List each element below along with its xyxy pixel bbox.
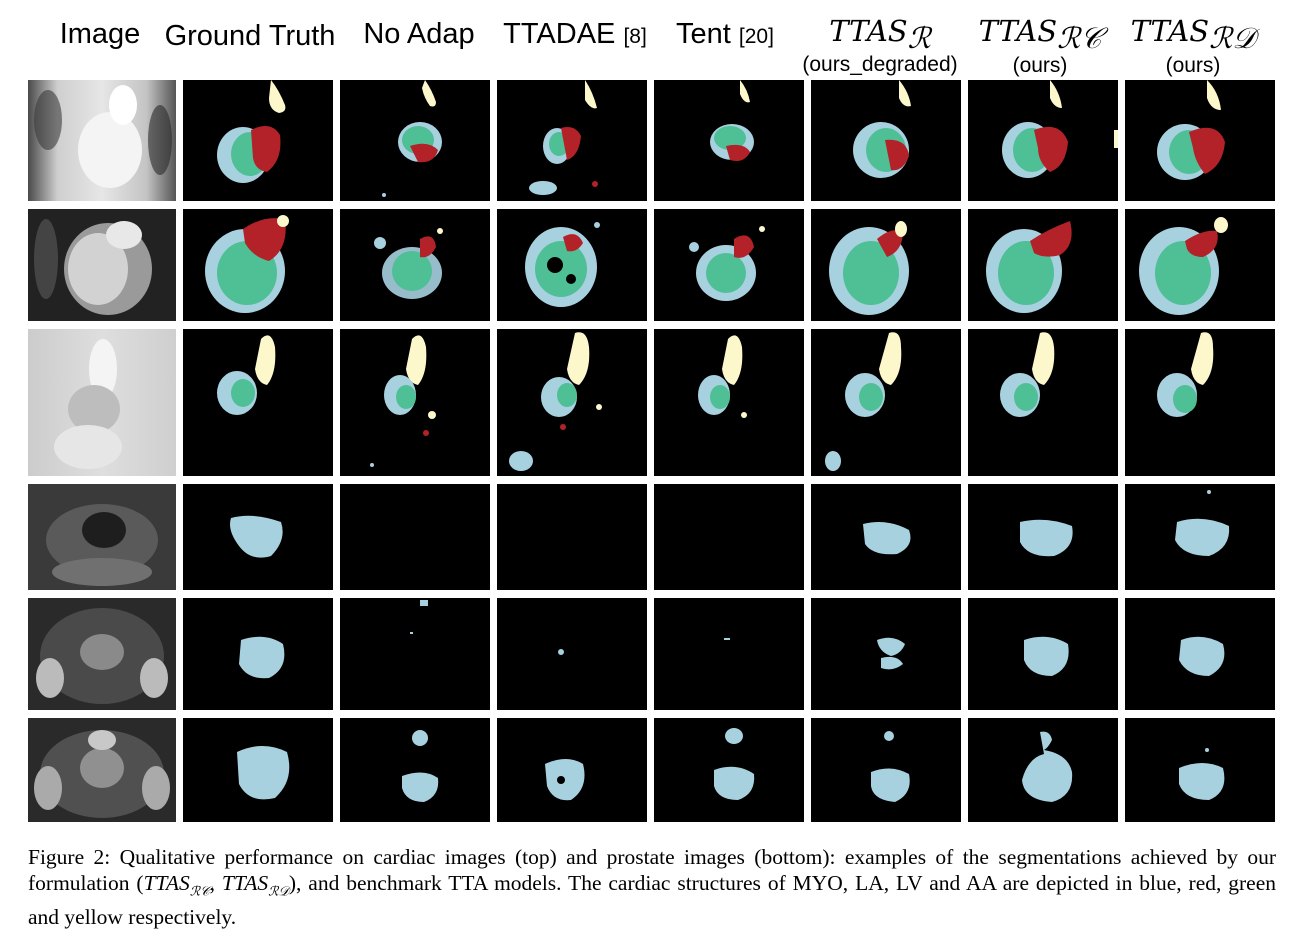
seg-row3-ttadae [497,329,647,476]
header-ttas-rd: TTASℛ𝒟 (ours) [1130,14,1256,77]
seg-row3-ground-truth [183,329,333,476]
seg-row3-no-adap [340,329,490,476]
seg-row5-ttas-rc [968,598,1118,710]
input-image-row5 [28,598,176,710]
header-image: Image [59,18,141,50]
seg-row6-ttas-rd [1125,718,1275,822]
seg-row6-tent [654,718,804,822]
seg-row4-ground-truth [183,484,333,590]
input-image-row4 [28,484,176,590]
seg-row1-ttas-rd [1125,80,1275,201]
header-ground-truth: Ground Truth [164,20,336,52]
seg-row4-ttas-r [811,484,961,590]
figure-caption: Figure 2: Qualitative performance on car… [28,845,1277,930]
header-ttadae: TTADAE [8] [503,18,647,50]
seg-row2-tent [654,209,804,321]
seg-row6-ground-truth [183,718,333,822]
seg-row5-no-adap [340,598,490,710]
seg-row2-ttas-r [811,209,961,321]
seg-row2-ttas-rd [1125,209,1275,321]
header-ttas-r: TTASℛ (ours_degraded) [802,14,958,76]
seg-row4-ttas-rc [968,484,1118,590]
seg-row2-ttadae [497,209,647,321]
seg-row2-ground-truth [183,209,333,321]
seg-row3-ttas-rd [1125,329,1275,476]
header-no-adap: No Adap [363,18,475,50]
header-tent: Tent [20] [676,18,774,50]
seg-row4-ttadae [497,484,647,590]
input-image-row3 [28,329,176,476]
cardiac-ct-scan-1 [34,85,172,188]
seg-row6-no-adap [340,718,490,822]
seg-row5-ttas-rd [1125,598,1275,710]
seg-row5-ttas-r [811,598,961,710]
seg-row4-tent [654,484,804,590]
seg-row1-ttas-rc [968,80,1118,201]
cardiac-ct-scan-3 [54,339,122,469]
seg-row1-ttas-r [811,80,961,201]
seg-row2-ttas-rc [968,209,1118,321]
cardiac-ct-scan-2 [34,219,152,315]
seg-row3-ttas-rc [968,329,1118,476]
seg-row1-tent [654,80,804,201]
input-image-row2 [28,209,176,321]
seg-row1-no-adap [340,80,490,201]
seg-row4-ttas-rd [1125,484,1275,590]
seg-row6-ttas-rc [968,718,1118,822]
seg-row6-ttadae [497,718,647,822]
seg-row1-ttadae [497,80,647,201]
header-ttas-rc: TTASℛ𝒞 (ours) [978,14,1102,77]
seg-row5-tent [654,598,804,710]
seg-row3-ttas-r [811,329,961,476]
input-image-row1 [28,80,176,201]
prostate-mri-scan-2 [36,608,168,704]
input-image-row6 [28,718,176,822]
seg-row4-no-adap [340,484,490,590]
seg-row5-ttadae [497,598,647,710]
seg-row2-no-adap [340,209,490,321]
prostate-mri-scan-1 [46,504,158,586]
seg-row6-ttas-r [811,718,961,822]
seg-row5-ground-truth [183,598,333,710]
seg-row1-ground-truth [183,80,333,201]
prostate-mri-scan-3 [34,730,170,818]
seg-row3-tent [654,329,804,476]
